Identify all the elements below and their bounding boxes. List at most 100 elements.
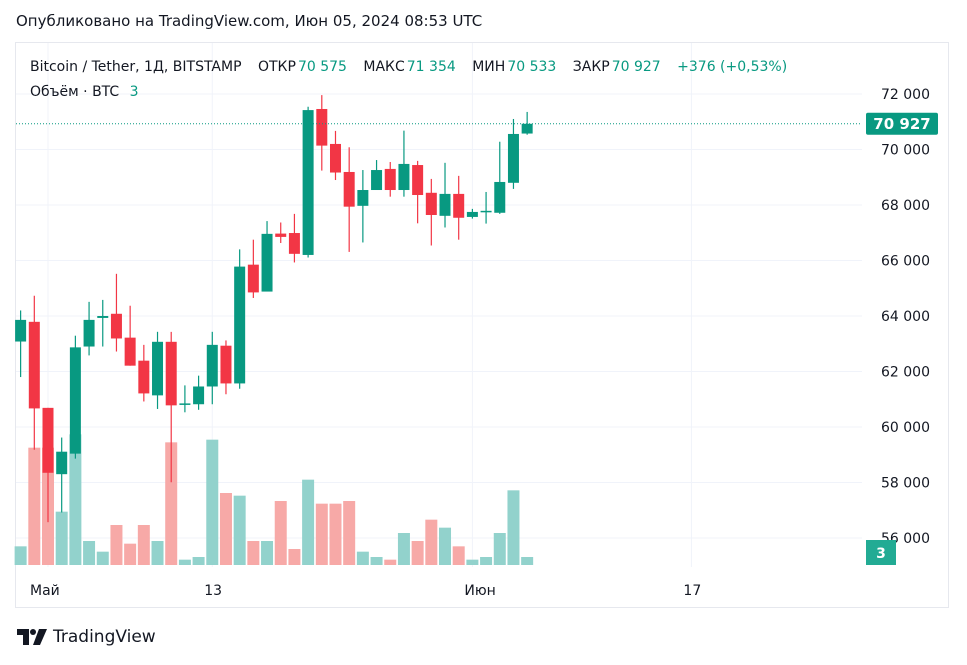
volume-bar	[83, 541, 96, 565]
time-tick-label: Июн	[464, 583, 495, 599]
volume-bar	[165, 442, 178, 565]
last-price-badge	[866, 112, 938, 135]
open-value: 70 575	[297, 59, 347, 75]
candle-body	[466, 211, 478, 217]
candle-body	[165, 341, 177, 406]
candle-body	[15, 319, 27, 342]
volume-bar	[28, 447, 41, 565]
candle-body	[494, 181, 506, 213]
price-tick-label: 66 000	[881, 254, 930, 270]
logo-text: TradingView	[53, 627, 156, 647]
candle-body	[97, 316, 109, 318]
last-price-label: 70 927	[873, 115, 930, 133]
candle-body	[412, 165, 424, 196]
volume-bar	[411, 541, 424, 565]
published-caption: Опубликовано на TradingView.com, Июн 05,…	[16, 12, 483, 30]
volume-bar	[384, 559, 397, 565]
volume-bar	[219, 493, 232, 565]
candle-body	[28, 321, 40, 409]
volume-bar	[247, 541, 260, 565]
volume-bar	[302, 479, 315, 565]
low-value: 70 533	[507, 59, 557, 75]
time-tick-label: Май	[30, 583, 60, 599]
candle-body	[329, 143, 341, 173]
close-value: 70 927	[611, 59, 661, 75]
volume-bar	[137, 525, 150, 565]
high-value: 71 354	[406, 59, 456, 75]
candle-body	[206, 344, 218, 387]
last-volume-label: 3	[876, 546, 886, 562]
change-value: +376 (+0,53%)	[677, 59, 788, 75]
volume-bar	[315, 503, 328, 565]
candle-body	[384, 168, 396, 191]
candle-body	[275, 233, 287, 237]
high-label: МАКС	[363, 59, 405, 75]
open-label: ОТКР	[257, 59, 296, 75]
time-tick-label: 17	[683, 583, 701, 599]
candle-body	[220, 345, 232, 384]
candle-body	[138, 360, 150, 394]
price-tick-label: 58 000	[881, 476, 930, 492]
volume-legend: Объём · BTC 3	[30, 84, 139, 100]
tradingview-logo-icon	[17, 629, 47, 645]
price-tick-label: 68 000	[881, 198, 930, 214]
volume-bar	[507, 490, 520, 565]
volume-bar	[356, 551, 369, 565]
volume-bar	[233, 495, 246, 565]
candle-body	[193, 386, 205, 405]
volume-bar	[452, 546, 465, 565]
volume-bar	[192, 557, 205, 565]
price-tick-label: 62 000	[881, 365, 930, 381]
candle-body	[124, 337, 136, 366]
volume-bar	[206, 439, 219, 565]
candle-body	[110, 313, 122, 339]
candle-body	[69, 347, 81, 454]
last-volume-badge	[866, 540, 896, 565]
candle-body	[234, 266, 246, 384]
candle-body	[83, 319, 95, 347]
volume-bar	[370, 557, 383, 565]
candle-body	[56, 451, 68, 475]
candle-body	[453, 193, 465, 218]
volume-bar	[124, 543, 137, 565]
volume-bar	[466, 559, 479, 565]
volume-label[interactable]: Объём · BTC	[30, 84, 120, 100]
candle-body	[152, 341, 164, 396]
candle-body	[261, 233, 273, 292]
volume-value: 3	[129, 84, 139, 100]
candle-body	[357, 190, 369, 206]
volume-bar	[329, 503, 342, 565]
candle-body	[288, 233, 300, 254]
candle-body	[398, 163, 410, 191]
candle-body	[343, 171, 355, 207]
volume-bar	[110, 525, 123, 565]
volume-bar	[178, 559, 191, 565]
volume-bar	[493, 533, 506, 565]
volume-bar	[425, 519, 438, 565]
volume-bar	[151, 541, 164, 565]
close-label: ЗАКР	[572, 59, 610, 75]
volume-bar	[274, 501, 287, 565]
symbol-title[interactable]: Bitcoin / Tether, 1Д, BITSTAMP	[30, 59, 242, 75]
candle-body	[425, 192, 437, 215]
price-tick-label: 64 000	[881, 309, 930, 325]
volume-bar	[397, 533, 410, 565]
volume-bar	[55, 511, 68, 565]
price-tick-label: 72 000	[881, 87, 930, 103]
candle-body	[439, 193, 451, 216]
volume-bar	[69, 434, 82, 565]
volume-bar	[261, 541, 274, 565]
volume-bar	[480, 557, 493, 565]
candle-body	[42, 407, 54, 473]
candle-body	[316, 108, 328, 146]
candle-body	[480, 210, 492, 213]
volume-bar	[288, 549, 301, 565]
price-tick-label: 60 000	[881, 420, 930, 436]
tradingview-logo[interactable]: TradingView	[17, 627, 156, 647]
volume-bar	[343, 501, 356, 565]
low-label: МИН	[472, 59, 506, 75]
volume-bar	[521, 557, 534, 565]
volume-bar	[14, 546, 27, 565]
candle-body	[302, 110, 314, 255]
